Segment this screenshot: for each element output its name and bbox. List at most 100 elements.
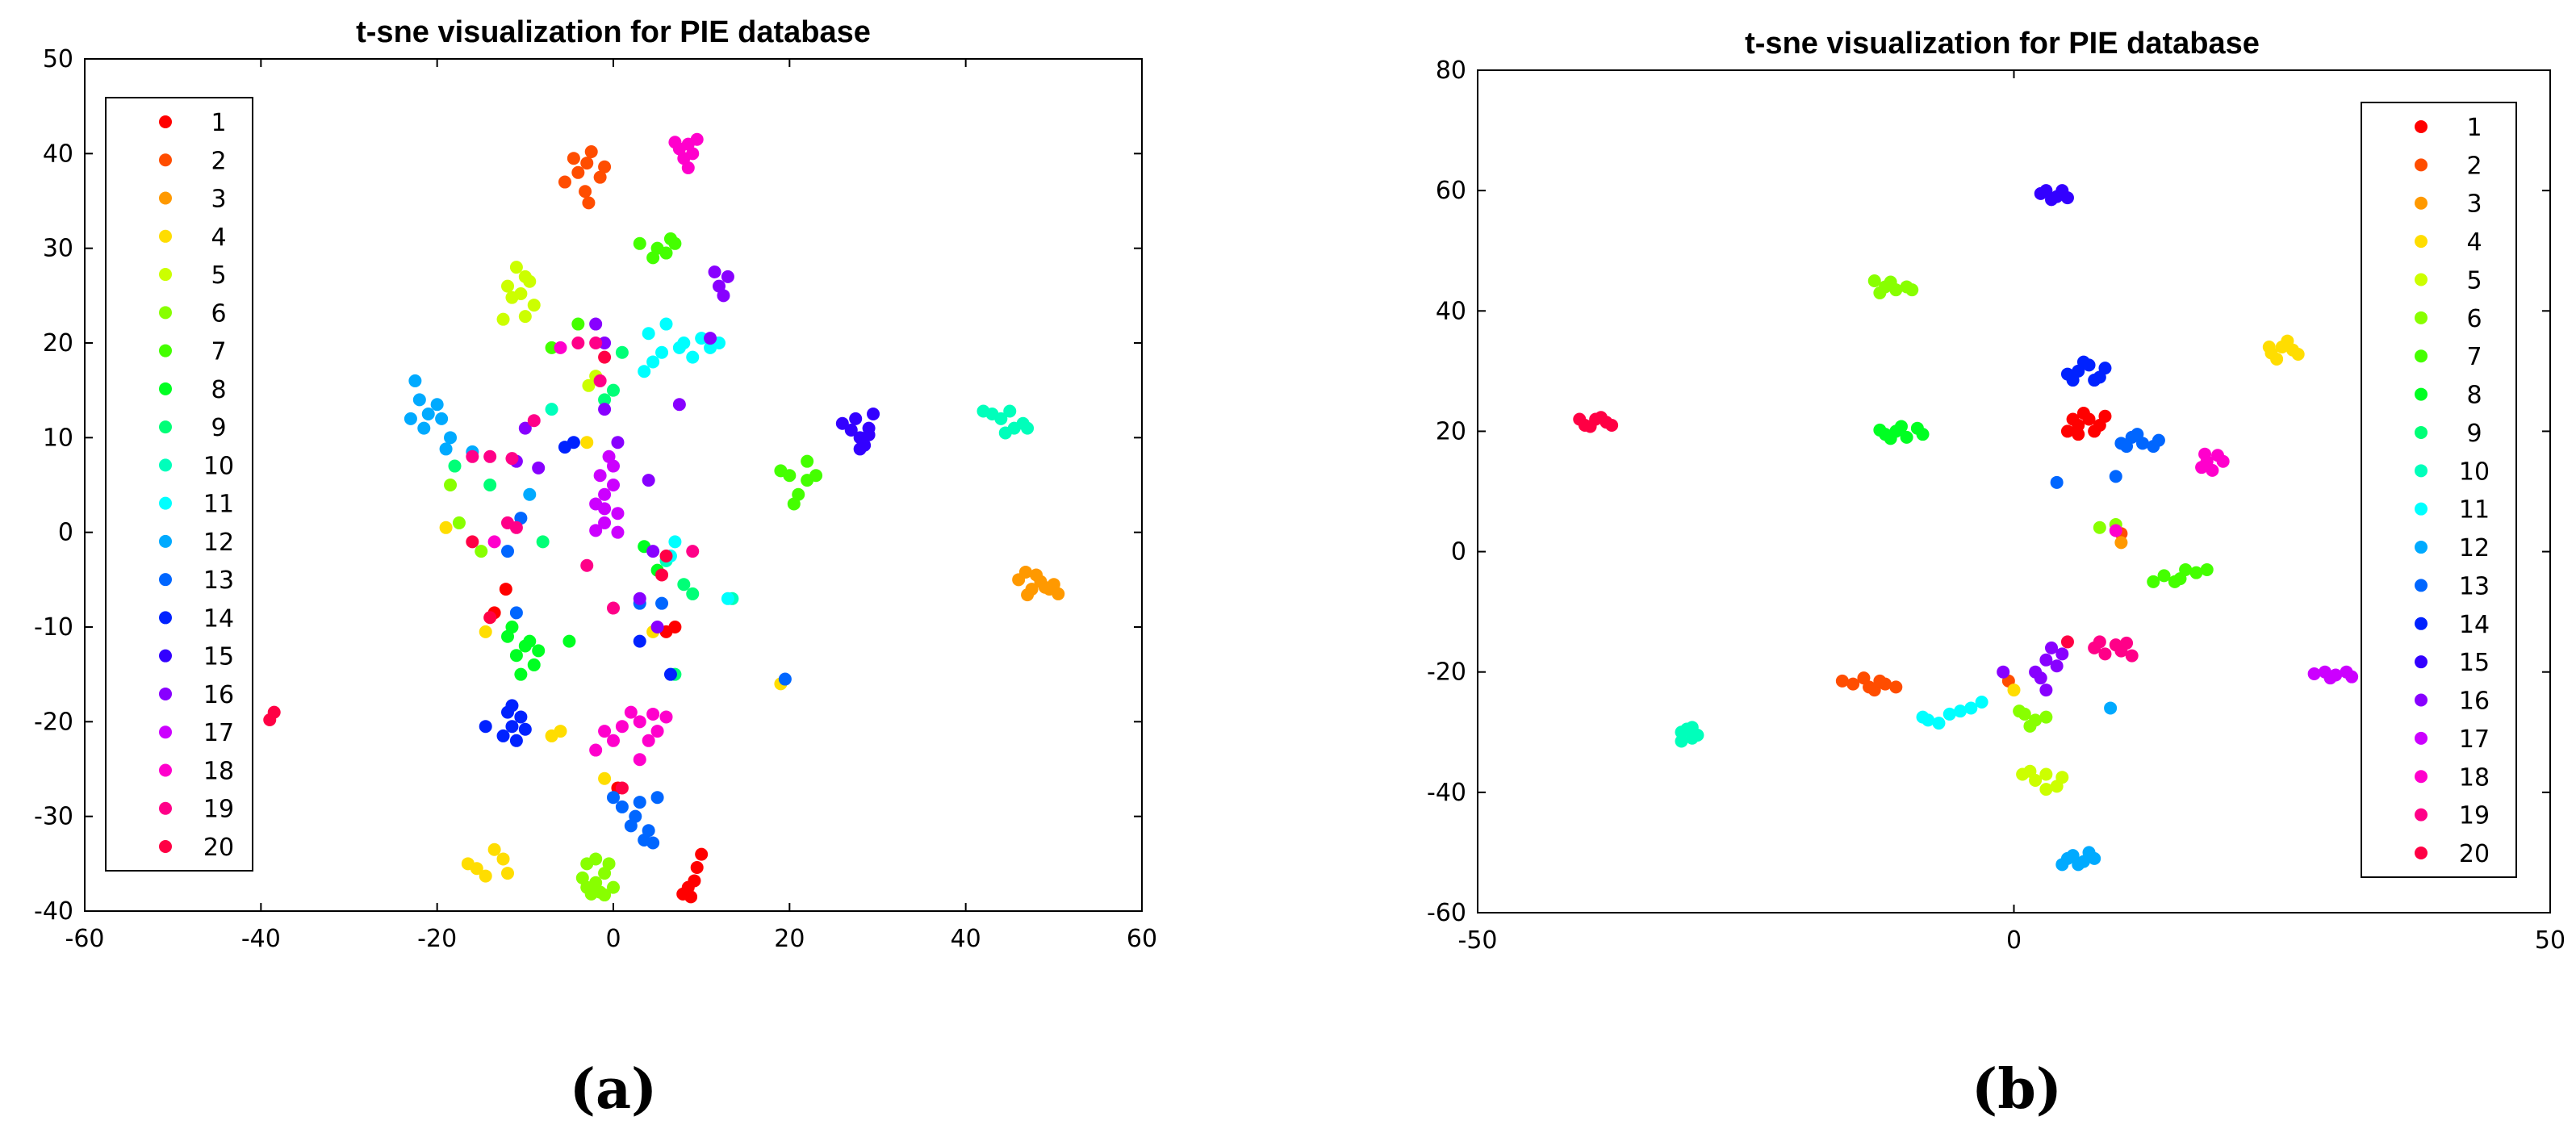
- panel-b-legend-label: 5: [2466, 266, 2482, 295]
- panel-a-legend-label: 10: [203, 452, 234, 480]
- panel-a-point: [704, 332, 717, 345]
- panel-b-point: [2076, 855, 2090, 868]
- panel-b-legend-marker: [2415, 349, 2428, 363]
- panel-b-legend-label: 20: [2459, 840, 2490, 868]
- panel-a-point: [686, 545, 700, 558]
- panel-b-point: [2039, 710, 2053, 724]
- panel-a-point: [487, 842, 501, 856]
- panel-b-legend-box: [2361, 102, 2517, 878]
- panel-a-point: [532, 644, 546, 658]
- panel-a-point: [518, 722, 532, 736]
- panel-a-point: [611, 525, 625, 539]
- panel-a-point: [998, 426, 1012, 440]
- panel-b-ytick-label: 0: [1451, 538, 1466, 566]
- panel-a-legend-label: 12: [203, 529, 234, 557]
- panel-b-point: [1573, 412, 1587, 426]
- panel-b-point: [2114, 536, 2128, 550]
- panel-a-point: [571, 337, 585, 349]
- panel-a-point: [496, 852, 510, 866]
- panel-a-legend-label: 17: [203, 719, 234, 747]
- panel-a-point: [501, 279, 514, 293]
- panel-b-point: [1884, 432, 1897, 445]
- panel-b-point: [2109, 470, 2122, 483]
- panel-a-series-12: [404, 374, 537, 501]
- panel-a-point: [461, 857, 475, 871]
- panel-a-ytick-label: 30: [43, 235, 73, 263]
- panel-a-legend-marker: [159, 573, 172, 587]
- panel-a-point: [593, 469, 607, 483]
- panel-a-point: [545, 729, 558, 742]
- panel-b-point: [1884, 275, 1897, 289]
- panel-b-point: [2195, 461, 2209, 475]
- panel-b-point: [2072, 428, 2085, 441]
- panel-a-point: [633, 236, 646, 250]
- panel-a-ytick-label: 10: [43, 424, 73, 452]
- panel-a-point: [607, 791, 620, 805]
- panel-a-xtick-label: 60: [1127, 925, 1157, 953]
- panel-b-legend-marker: [2415, 655, 2428, 669]
- panel-b-series-16: [1997, 641, 2069, 697]
- panel-b-point: [2055, 647, 2069, 661]
- panel-a-legend-marker: [159, 687, 172, 700]
- panel-a-point: [642, 824, 655, 838]
- panel-a-point: [518, 421, 532, 435]
- panel-a-point: [607, 601, 620, 615]
- panel-a-point: [558, 441, 571, 454]
- panel-b-point: [2088, 374, 2101, 387]
- panel-b-point: [1975, 696, 1988, 709]
- panel-a-legend-marker: [159, 649, 172, 663]
- panel-a-legend-label: 8: [211, 376, 226, 404]
- panel-b-legend-label: 2: [2466, 152, 2482, 180]
- panel-b-point: [2291, 347, 2305, 361]
- panel-a-point: [421, 408, 435, 420]
- panel-b-series-17: [2307, 665, 2359, 685]
- panel-b-point: [1916, 428, 1930, 441]
- panel-b-point: [1594, 411, 1608, 424]
- panel-b-series-14: [2060, 355, 2112, 387]
- panel-a-point: [589, 317, 603, 331]
- panel-b-ytick-label: -40: [1427, 779, 1466, 807]
- panel-a-point: [598, 725, 612, 738]
- panel-a-point: [602, 857, 616, 871]
- panel-b-legend-marker: [2415, 693, 2428, 707]
- panel-a-point: [862, 428, 876, 441]
- panel-a-point: [483, 479, 497, 491]
- panel-b-legend-marker: [2415, 120, 2428, 133]
- panel-b-legend-marker: [2415, 196, 2428, 210]
- panel-a-ytick-label: -40: [34, 897, 73, 926]
- panel-b-points: [1573, 184, 2359, 872]
- panel-b-point: [1675, 734, 1688, 748]
- panel-b-point: [2045, 641, 2059, 654]
- panel-a-point: [607, 383, 620, 397]
- panel-b-series-11: [1916, 696, 1988, 730]
- panel-b-point: [1605, 418, 1619, 432]
- panel-b-point: [2055, 771, 2069, 784]
- panel-b-chart: t-sne visualization for PIE database -50…: [1427, 27, 2566, 1122]
- panel-b-series-20: [1573, 411, 2074, 649]
- panel-a-series-7: [545, 232, 823, 511]
- panel-a-point: [501, 867, 514, 880]
- panel-b-point: [2007, 684, 2021, 697]
- panel-b-point: [2039, 783, 2053, 796]
- panel-a-point: [439, 442, 453, 456]
- panel-a-legend-label: 11: [203, 491, 234, 519]
- panel-b-point: [2109, 524, 2122, 537]
- panel-a-point: [598, 771, 612, 785]
- panel-a-legend-marker: [159, 534, 172, 548]
- panel-b-title: t-sne visualization for PIE database: [1745, 27, 2260, 61]
- panel-a-point: [659, 317, 673, 331]
- panel-a-point: [642, 327, 655, 341]
- panel-a-point: [633, 592, 646, 605]
- panel-a-legend-box: [105, 97, 253, 872]
- panel-b-legend-marker: [2415, 847, 2428, 859]
- panel-b-legend-marker: [2415, 541, 2428, 554]
- panel-b-point: [1932, 717, 1946, 730]
- panel-a-ytick-label: 20: [43, 329, 73, 357]
- panel-b-point: [2098, 362, 2112, 375]
- panel-a-point: [518, 310, 532, 324]
- panel-a-point: [677, 578, 691, 592]
- panel-a-series-15: [835, 408, 880, 456]
- panel-a-point: [1021, 421, 1035, 435]
- panel-b-point: [2050, 659, 2064, 673]
